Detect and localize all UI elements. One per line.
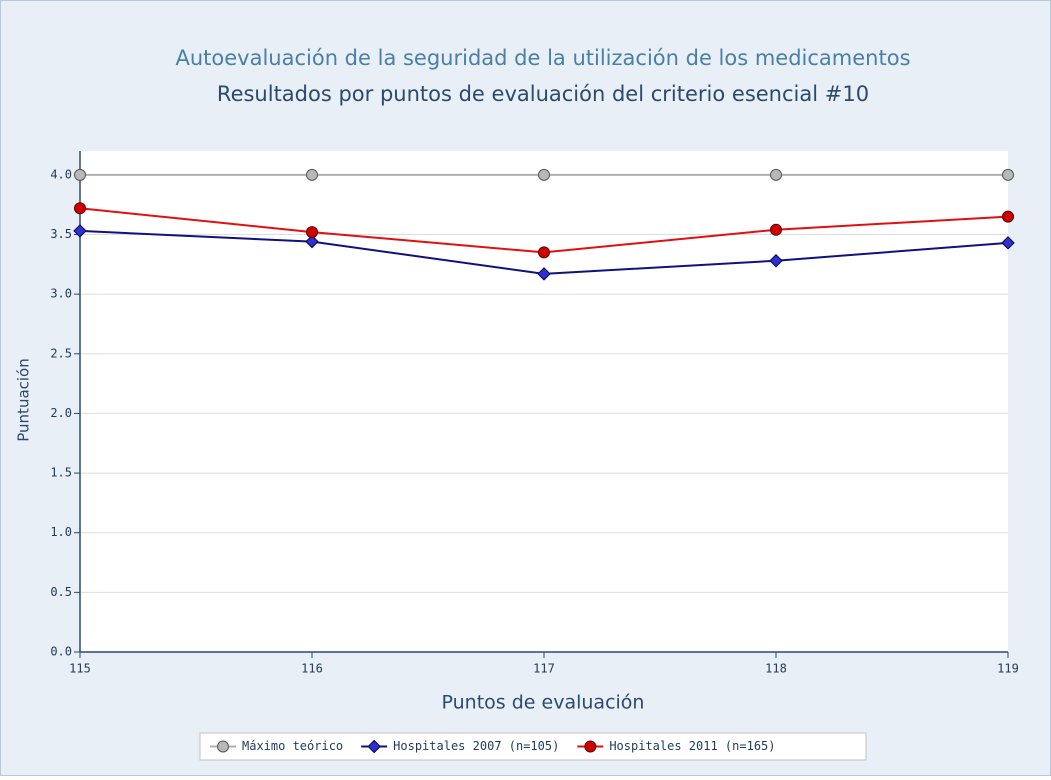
legend-label: Hospitales 2011 (n=165)	[609, 739, 775, 753]
y-tick-label: 1.5	[50, 466, 72, 480]
y-axis-label: Puntuación	[15, 358, 33, 441]
legend-marker	[217, 740, 229, 753]
data-point	[73, 224, 87, 238]
y-tick-label: 2.5	[50, 346, 72, 360]
data-point	[1001, 236, 1015, 250]
y-tick-label: 3.5	[50, 227, 72, 241]
data-point	[537, 267, 551, 281]
x-tick-label: 117	[533, 662, 555, 676]
data-point	[74, 202, 86, 215]
data-point	[538, 246, 550, 259]
data-point	[1002, 210, 1014, 223]
chart-subtitle: Resultados por puntos de evaluación del …	[217, 82, 869, 106]
y-tick-label: 0.5	[50, 585, 72, 599]
legend-marker	[367, 739, 381, 754]
data-point	[306, 168, 318, 181]
data-point	[1002, 168, 1014, 181]
x-tick-label: 118	[765, 662, 787, 676]
x-tick-label: 115	[69, 662, 91, 676]
data-point	[305, 234, 319, 249]
legend-marker	[584, 740, 597, 753]
legend-label: Hospitales 2007 (n=105)	[393, 739, 559, 753]
data-point	[770, 168, 782, 181]
chart-title: Autoevaluación de la seguridad de la uti…	[175, 46, 910, 70]
x-tick-label: 119	[997, 662, 1019, 676]
legend-label: Máximo teórico	[242, 739, 343, 753]
y-tick-label: 2.0	[50, 406, 72, 420]
x-axis-label: Puntos de evaluación	[442, 692, 645, 714]
plot-area	[80, 151, 1008, 652]
data-point	[538, 168, 550, 181]
y-tick-label: 0.0	[50, 645, 72, 659]
y-tick-label: 1.0	[50, 525, 72, 539]
y-tick-label: 4.0	[50, 167, 72, 181]
data-point	[74, 168, 86, 181]
y-tick-label: 3.0	[50, 287, 72, 301]
data-point	[306, 226, 318, 239]
data-point	[770, 223, 782, 236]
x-tick-label: 116	[301, 662, 323, 676]
legend	[199, 732, 867, 761]
data-point	[769, 254, 783, 268]
